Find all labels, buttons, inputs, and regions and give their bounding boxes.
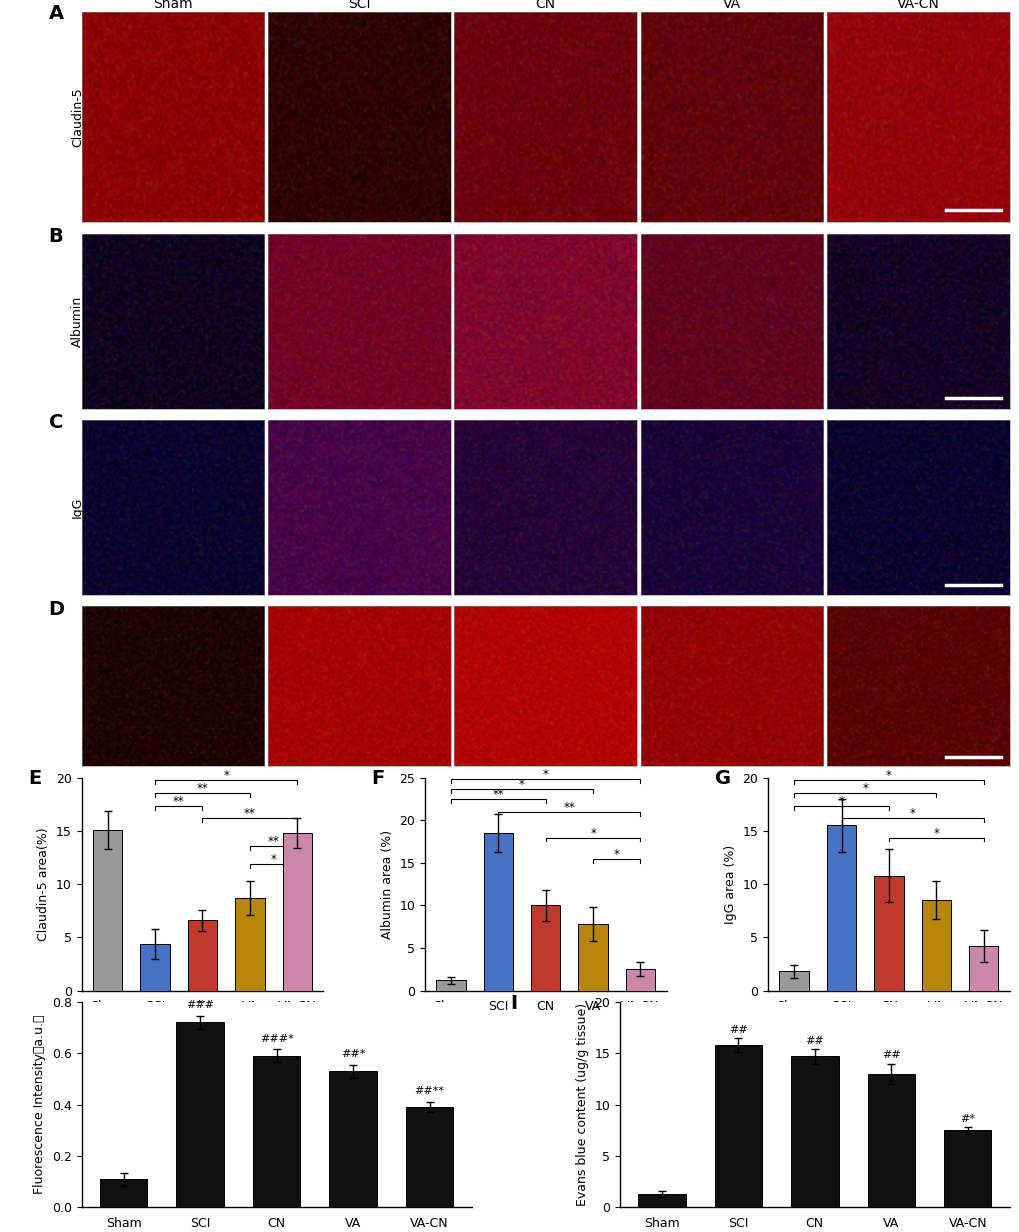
Text: **: ** xyxy=(492,788,503,801)
Bar xyxy=(873,876,903,991)
Bar xyxy=(253,1056,300,1207)
Text: I: I xyxy=(511,994,518,1013)
Bar xyxy=(406,1108,452,1207)
Y-axis label: Claudin-5 area(%): Claudin-5 area(%) xyxy=(38,827,50,941)
Text: **: ** xyxy=(244,807,256,821)
Y-axis label: Albumin area (%): Albumin area (%) xyxy=(380,829,393,939)
Y-axis label: IgG area (%): IgG area (%) xyxy=(723,844,736,924)
Bar xyxy=(867,1074,914,1207)
Text: E: E xyxy=(29,769,42,788)
Bar xyxy=(826,825,855,991)
Text: A: A xyxy=(49,4,64,23)
Text: **: ** xyxy=(267,835,279,848)
Title: CN: CN xyxy=(535,0,555,11)
Bar xyxy=(791,1056,838,1207)
Title: Sham: Sham xyxy=(153,0,193,11)
Text: C: C xyxy=(49,413,63,432)
Text: *: * xyxy=(886,769,891,782)
Text: *: * xyxy=(223,769,229,782)
Bar xyxy=(921,901,950,991)
Y-axis label: Evans blue content (ug/g tissue): Evans blue content (ug/g tissue) xyxy=(575,1003,588,1206)
Text: *: * xyxy=(613,848,620,861)
Bar xyxy=(531,906,559,991)
Text: ##: ## xyxy=(805,1036,823,1046)
Bar xyxy=(483,833,513,991)
Text: *: * xyxy=(590,827,595,839)
Bar xyxy=(436,981,465,991)
Text: **: ** xyxy=(562,801,575,814)
Bar xyxy=(282,833,312,991)
Y-axis label: IgG: IgG xyxy=(71,496,84,519)
Title: VA-CN: VA-CN xyxy=(896,0,938,11)
Bar xyxy=(578,924,607,991)
Bar xyxy=(235,898,264,991)
Text: *: * xyxy=(838,795,844,808)
Text: F: F xyxy=(371,769,384,788)
Text: ##**: ##** xyxy=(414,1087,444,1096)
Title: SCI: SCI xyxy=(347,0,370,11)
Bar xyxy=(329,1072,376,1207)
Text: G: G xyxy=(714,769,731,788)
Text: B: B xyxy=(49,227,63,245)
Text: ###: ### xyxy=(185,1000,214,1010)
Bar xyxy=(100,1179,147,1207)
Bar xyxy=(714,1045,761,1207)
Text: *: * xyxy=(932,827,938,839)
Text: ##: ## xyxy=(729,1025,747,1035)
Bar xyxy=(141,944,169,991)
Y-axis label: Fluorescence Intensity（a.u.）: Fluorescence Intensity（a.u.） xyxy=(34,1015,46,1194)
Text: *: * xyxy=(861,782,867,795)
Text: *: * xyxy=(909,807,915,821)
Bar xyxy=(93,829,122,991)
Text: #*: #* xyxy=(959,1114,974,1124)
Y-axis label: Claudin-5: Claudin-5 xyxy=(71,87,84,147)
Text: **: ** xyxy=(197,782,208,795)
Text: ###*: ###* xyxy=(260,1034,293,1044)
Text: *: * xyxy=(542,768,548,781)
Bar xyxy=(944,1130,990,1207)
Bar xyxy=(779,971,808,991)
Title: VA: VA xyxy=(722,0,741,11)
Y-axis label: Albumin: Albumin xyxy=(71,296,84,346)
Text: D: D xyxy=(49,600,65,618)
Bar xyxy=(176,1023,223,1207)
Bar xyxy=(626,970,654,991)
Text: ##: ## xyxy=(881,1051,900,1061)
Bar xyxy=(638,1194,685,1207)
Bar xyxy=(968,946,998,991)
Bar xyxy=(187,920,217,991)
Text: **: ** xyxy=(172,795,184,808)
Text: *: * xyxy=(270,854,276,866)
Text: *: * xyxy=(519,777,525,791)
Text: ##*: ##* xyxy=(340,1050,365,1060)
